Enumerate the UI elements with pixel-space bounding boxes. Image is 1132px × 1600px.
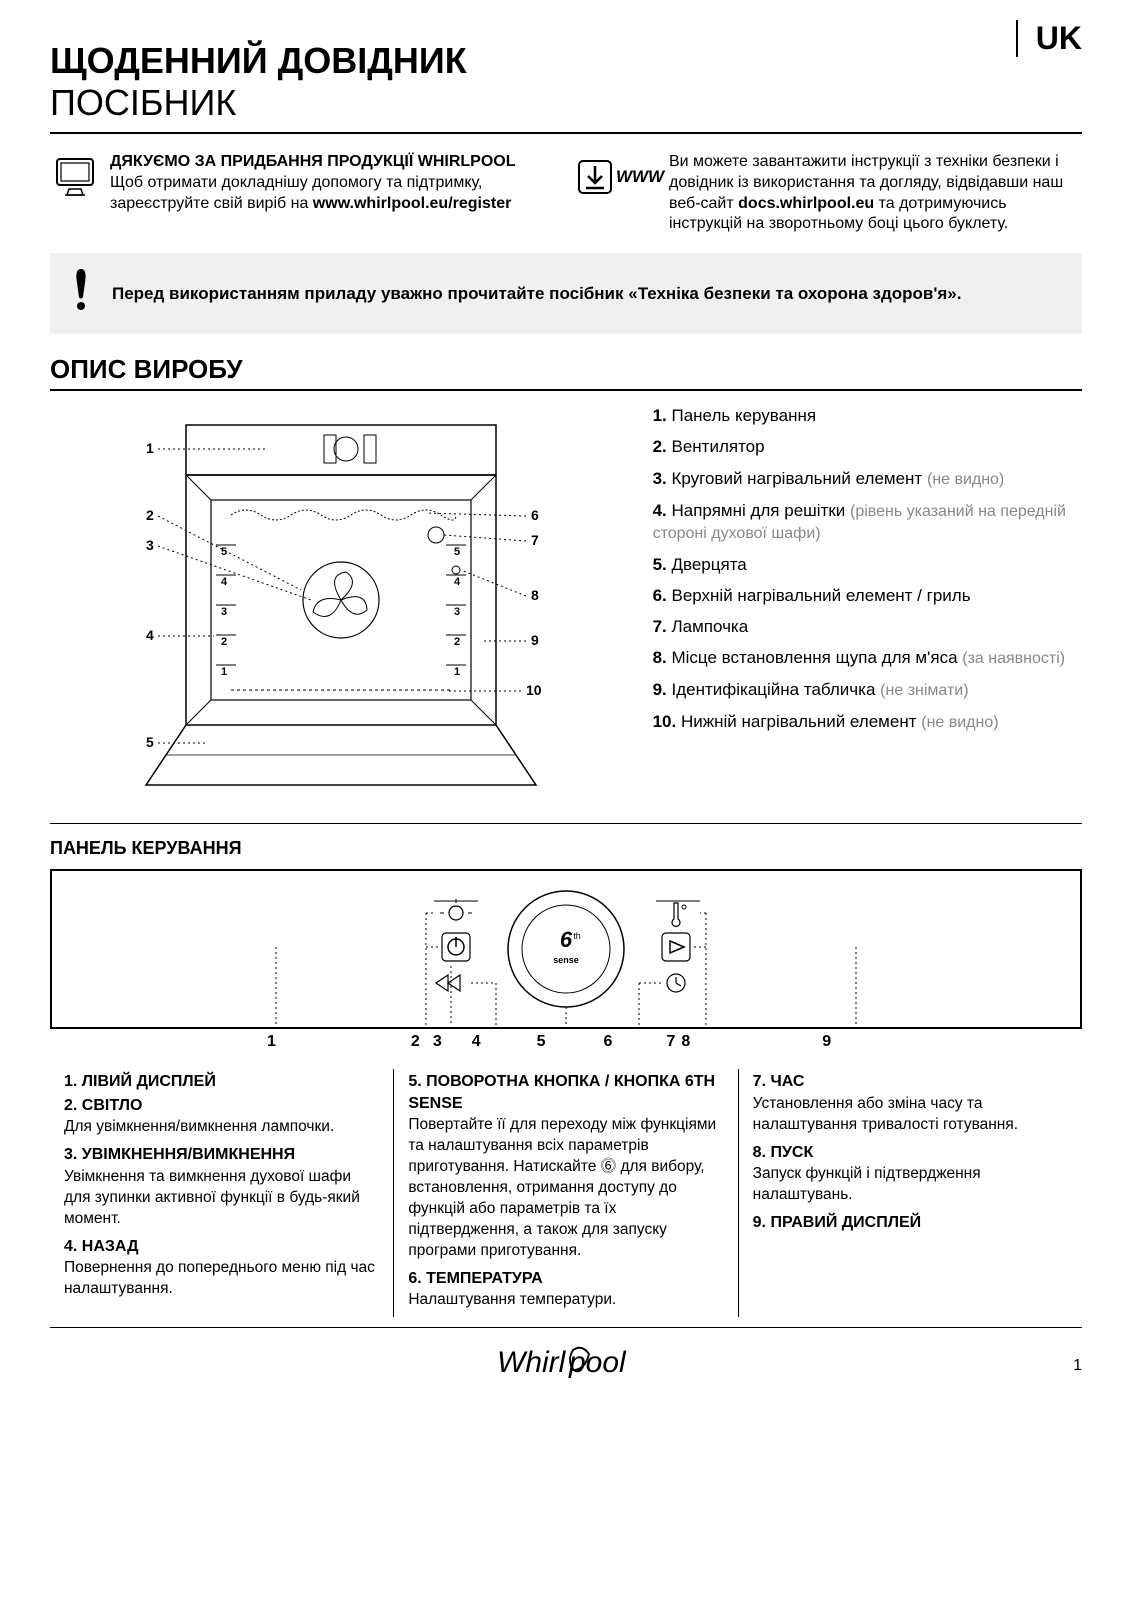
intro-right-text: Ви можете завантажити інструкції з техні… [669,152,1082,235]
panel-item-body: Увімкнення та вимкнення духової шафи для… [64,1167,379,1230]
control-panel-title: ПАНЕЛЬ КЕРУВАННЯ [50,838,1082,859]
panel-item-body: Налаштування температури. [408,1290,723,1311]
svg-text:1: 1 [146,440,154,456]
intro-row: ДЯКУЄМО ЗА ПРИДБАННЯ ПРОДУКЦІЇ WHIRLPOOL… [50,152,1082,235]
panel-item-heading: 4. НАЗАД [64,1236,379,1258]
svg-text:6: 6 [531,507,539,523]
panel-item-body: Установлення або зміна часу та налаштува… [753,1094,1068,1136]
main-title: ЩОДЕННИЙ ДОВІДНИК [50,40,1082,82]
panel-item-heading: 8. ПУСК [753,1142,1068,1164]
svg-text:pool: pool [568,1346,627,1379]
subtitle: ПОСІБНИК [50,82,1082,134]
warning-box: Перед використанням приладу уважно прочи… [50,253,1082,334]
panel-desc-col3: 7. ЧАСУстановлення або зміна часу та нал… [739,1069,1082,1317]
intro-right-url: docs.whirlpool.eu [738,195,874,212]
language-tag: UK [1016,20,1082,57]
exclamation-icon [68,267,94,320]
panel-desc-col1: 1. ЛІВИЙ ДИСПЛЕЙ2. СВІТЛОДля увімкнення/… [50,1069,393,1317]
panel-item-body: Повертайте її для переходу між функціями… [408,1115,723,1261]
rack-level: 2 [221,636,227,648]
rack-level: 4 [454,576,461,588]
intro-left: ДЯКУЄМО ЗА ПРИДБАННЯ ПРОДУКЦІЇ WHIRLPOOL… [50,152,551,235]
page-number: 1 [1073,1357,1082,1375]
rack-level: 4 [221,576,228,588]
control-panel-diagram: 6 th sense [50,869,1082,1029]
oven-diagram: 5 4 3 2 1 5 4 3 2 1 [50,405,623,805]
svg-text:4: 4 [146,627,154,643]
rack-level: 5 [221,546,227,558]
legend-item: 1. Панель керування [653,405,1082,426]
panel-item-heading: 6. ТЕМПЕРАТУРА [408,1268,723,1290]
intro-left-url: www.whirlpool.eu/register [313,195,512,212]
svg-text:sense: sense [553,955,579,965]
svg-text:6: 6 [560,927,573,952]
warning-text: Перед використанням приладу уважно прочи… [112,284,962,304]
footer: Whirl pool 1 [50,1342,1082,1390]
panel-item-heading: 9. ПРАВИЙ ДИСПЛЕЙ [753,1212,1068,1234]
panel-item-heading: 5. ПОВОРОТНА КНОПКА / КНОПКА 6TH SENSE [408,1071,723,1114]
rack-level: 3 [454,606,460,618]
download-www-icon: WWW [581,152,659,202]
legend-item: 10. Нижній нагрівальний елемент (не видн… [653,711,1082,733]
legend-item: 3. Круговий нагрівальний елемент (не вид… [653,468,1082,490]
monitor-icon [50,152,100,202]
product-description-row: 5 4 3 2 1 5 4 3 2 1 [50,405,1082,824]
rack-level: 1 [454,666,460,678]
svg-text:8: 8 [531,587,539,603]
rack-level: 2 [454,636,460,648]
svg-text:3: 3 [146,537,154,553]
svg-text:7: 7 [531,532,539,548]
panel-item-body: Для увімкнення/вимкнення лампочки. [64,1117,379,1138]
panel-item-body: Запуск функцій і підтвердження налаштува… [753,1164,1068,1206]
legend-item: 7. Лампочка [653,616,1082,637]
legend-item: 2. Вентилятор [653,436,1082,457]
svg-text:2: 2 [146,507,154,523]
panel-description-row: 1. ЛІВИЙ ДИСПЛЕЙ2. СВІТЛОДля увімкнення/… [50,1069,1082,1328]
intro-left-heading: ДЯКУЄМО ЗА ПРИДБАННЯ ПРОДУКЦІЇ WHIRLPOOL [110,152,551,173]
brand-logo: Whirl pool [90,1342,1073,1390]
svg-text:th: th [573,931,581,941]
panel-item-body: Повернення до попереднього меню під час … [64,1258,379,1300]
svg-text:5: 5 [146,734,154,750]
legend-item: 9. Ідентифікаційна табличка (не знімати) [653,679,1082,701]
intro-left-text: ДЯКУЄМО ЗА ПРИДБАННЯ ПРОДУКЦІЇ WHIRLPOOL… [110,152,551,235]
panel-item-heading: 3. УВІМКНЕННЯ/ВИМКНЕННЯ [64,1144,379,1166]
rack-level: 1 [221,666,227,678]
product-legend: 1. Панель керування 2. Вентилятор 3. Круго… [653,405,1082,805]
product-section-title: ОПИС ВИРОБУ [50,354,1082,391]
panel-item-heading: 7. ЧАС [753,1071,1068,1093]
legend-item: 8. Місце встановлення щупа для м'яса (за… [653,647,1082,669]
legend-item: 6. Верхній нагрівальний елемент / гриль [653,585,1082,606]
rack-level: 3 [221,606,227,618]
panel-item-heading: 1. ЛІВИЙ ДИСПЛЕЙ [64,1071,379,1093]
panel-callout-numbers: 1 2 3 4 5 6 7 8 9 [52,1033,1080,1051]
svg-text:10: 10 [526,682,542,698]
svg-text:9: 9 [531,632,539,648]
intro-right: WWW Ви можете завантажити інструкції з т… [581,152,1082,235]
rack-level: 5 [454,546,460,558]
legend-item: 5. Дверцята [653,554,1082,575]
svg-text:Whirl: Whirl [497,1346,567,1379]
panel-item-heading: 2. СВІТЛО [64,1095,379,1117]
www-label: WWW [616,167,664,187]
legend-item: 4. Напрямні для решітки (рівень указаний… [653,500,1082,544]
panel-desc-col2: 5. ПОВОРОТНА КНОПКА / КНОПКА 6TH SENSEПо… [393,1069,738,1317]
